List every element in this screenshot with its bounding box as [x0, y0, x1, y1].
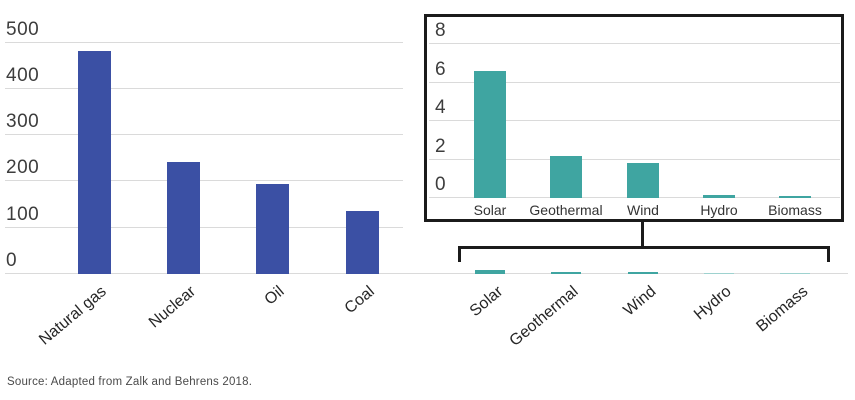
inset-y-tick-4: 4	[435, 97, 447, 118]
main-gridline-300	[5, 134, 403, 135]
bracket-stem	[641, 222, 644, 249]
inset-x-label-solar: Solar	[473, 202, 507, 218]
bar-geothermal	[551, 272, 581, 274]
inset-gridline-4	[429, 120, 840, 121]
main-gridline-0	[5, 273, 848, 274]
main-y-tick-100: 100	[6, 204, 40, 225]
inset-bar-solar	[474, 71, 506, 198]
inset-x-label-wind: Wind	[627, 202, 659, 218]
inset-y-tick-8: 8	[435, 20, 447, 41]
inset-bar-biomass	[779, 196, 811, 198]
main-gridline-100	[5, 227, 403, 228]
main-gridline-400	[5, 88, 403, 89]
inset-x-label-geothermal: Geothermal	[529, 202, 603, 218]
main-y-tick-500: 500	[6, 19, 40, 40]
main-gridline-200	[5, 180, 403, 181]
bar-solar	[475, 270, 505, 274]
inset-bar-hydro	[703, 195, 735, 198]
inset-y-tick-2: 2	[435, 136, 447, 157]
source-note: Source: Adapted from Zalk and Behrens 20…	[7, 376, 253, 388]
main-y-tick-400: 400	[6, 65, 40, 86]
bar-oil	[256, 184, 289, 274]
bar-hydro	[704, 273, 734, 274]
inset-y-tick-0: 0	[435, 174, 447, 195]
inset-gridline-6	[429, 82, 840, 83]
bracket-right-tick	[827, 246, 830, 262]
bracket-horizontal	[458, 246, 830, 249]
bar-wind	[628, 272, 658, 274]
inset-x-label-biomass: Biomass	[768, 202, 822, 218]
main-y-tick-200: 200	[6, 157, 40, 178]
inset-bar-wind	[627, 163, 659, 198]
main-y-tick-0: 0	[6, 250, 18, 271]
inset-gridline-8	[429, 43, 840, 44]
bar-coal	[346, 211, 379, 274]
bracket-left-tick	[458, 246, 461, 262]
bar-natural-gas	[78, 51, 111, 274]
inset-y-tick-6: 6	[435, 59, 447, 80]
inset-x-label-hydro: Hydro	[700, 202, 738, 218]
main-y-tick-300: 300	[6, 111, 40, 132]
inset-bar-geothermal	[550, 156, 582, 198]
main-gridline-500	[5, 42, 403, 43]
inset-gridline-2	[429, 159, 840, 160]
bar-biomass	[780, 273, 810, 274]
bar-nuclear	[167, 162, 200, 274]
